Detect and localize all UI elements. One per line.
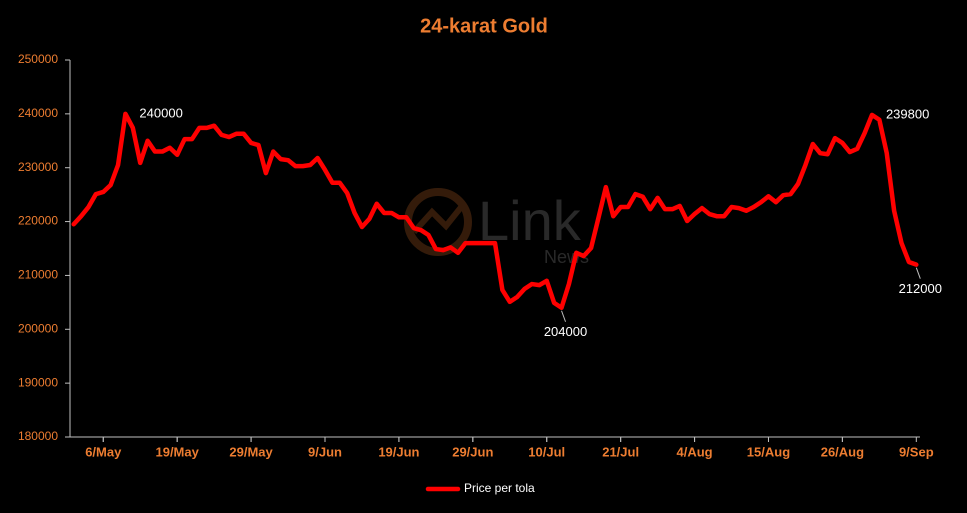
watermark-logo-line <box>411 204 465 235</box>
legend: Price per tola <box>425 481 535 495</box>
y-tick-label: 240000 <box>18 106 58 120</box>
y-tick-label: 220000 <box>18 214 58 228</box>
x-tick-label: 9/Jun <box>308 444 342 459</box>
y-tick-label: 250000 <box>18 52 58 66</box>
annotation-leader <box>915 267 921 279</box>
x-tick-label: 15/Aug <box>747 444 790 459</box>
annotation: 239800 <box>886 106 929 121</box>
x-tick-label: 9/Sep <box>899 444 934 459</box>
annotation: 212000 <box>899 281 942 296</box>
y-tick-label: 230000 <box>18 160 58 174</box>
x-tick-label: 29/Jun <box>452 444 493 459</box>
x-tick-label: 19/Jun <box>378 444 419 459</box>
y-tick-label: 190000 <box>18 375 58 389</box>
x-tick-label: 6/May <box>85 444 122 459</box>
y-tick-label: 210000 <box>18 268 58 282</box>
y-tick-label: 200000 <box>18 321 58 335</box>
chart-title: 24-karat Gold <box>420 15 548 37</box>
x-tick-label: 4/Aug <box>677 444 713 459</box>
legend-label: Price per tola <box>464 481 535 495</box>
x-tick-label: 10/Jul <box>528 444 565 459</box>
line-series <box>71 111 919 310</box>
y-tick-label: 180000 <box>18 429 58 443</box>
annotation: 240000 <box>139 105 182 120</box>
x-tick-label: 26/Aug <box>821 444 864 459</box>
x-tick-label: 29/May <box>229 444 273 459</box>
x-tick-label: 21/Jul <box>602 444 639 459</box>
x-tick-label: 19/May <box>155 444 199 459</box>
annotation: 204000 <box>544 324 587 339</box>
annotation-leader <box>561 310 566 322</box>
